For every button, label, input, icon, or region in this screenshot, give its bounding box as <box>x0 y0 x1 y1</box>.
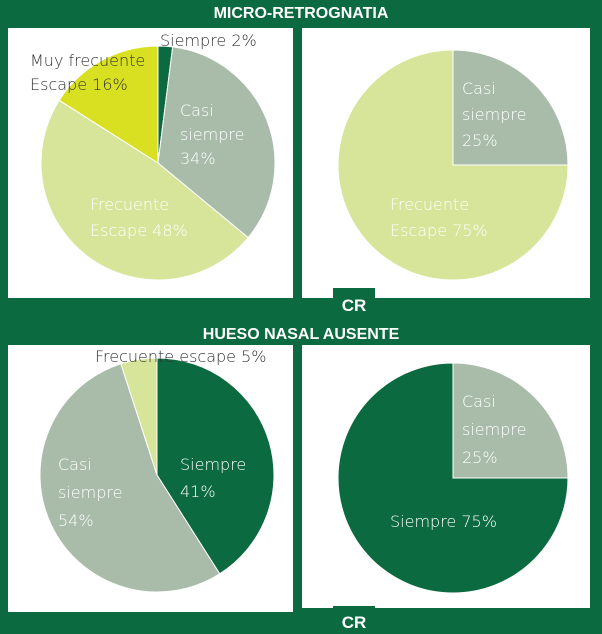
slice-label: Frecuente Escape 75% <box>390 195 488 240</box>
slice-label: Siempre 41% <box>180 455 246 501</box>
slice-label: Casi siempre 34% <box>180 101 244 168</box>
pie-slice <box>452 362 569 479</box>
pie-slice <box>157 46 276 239</box>
slice-label: Muy frecuente Escape 16% <box>30 51 145 94</box>
pie-slice <box>452 49 569 166</box>
slice-label: Siempre 2% <box>160 31 257 50</box>
slice-label: Casi siempre 25% <box>462 392 526 467</box>
pie-slice <box>58 45 159 164</box>
section-title: HUESO NASAL AUSENTE <box>203 326 400 343</box>
pie-slice <box>156 357 275 575</box>
pie-slice <box>40 99 249 281</box>
slice-label: Siempre 75% <box>390 512 497 531</box>
pie-slice <box>337 49 569 281</box>
badge: CR <box>342 613 367 632</box>
slice-label: Frecuente escape 5% <box>95 347 266 366</box>
section-title: MICRO-RETROGNATIA <box>214 5 389 22</box>
badge-box <box>333 606 375 634</box>
pie-slice <box>337 362 569 594</box>
badge-box <box>333 288 375 320</box>
slice-label: Casi siempre 25% <box>462 79 526 150</box>
slice-label: Frecuente Escape 48% <box>90 195 188 240</box>
pie-slice <box>39 363 221 593</box>
slice-label: Casi siempre 54% <box>58 455 122 530</box>
badge: CR <box>342 296 367 315</box>
pie-slice <box>120 357 158 476</box>
